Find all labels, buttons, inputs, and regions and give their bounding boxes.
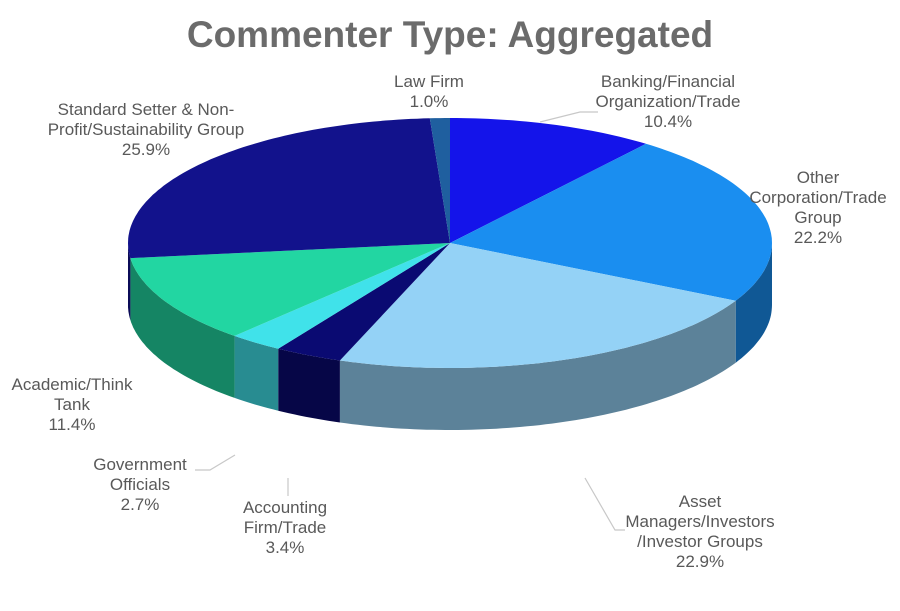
value-label: 22.2% — [793, 228, 843, 247]
value-label: 11.4% — [48, 415, 96, 434]
slice-side — [234, 335, 279, 411]
category-label: Other Corporation/Trade Group — [749, 168, 887, 227]
category-label: Standard Setter & Non- Profit/Sustainabi… — [47, 100, 245, 139]
slice — [128, 118, 450, 259]
slice — [130, 243, 450, 336]
value-label: 22.9% — [675, 552, 725, 571]
category-label: Banking/Financial Organization/Trade — [595, 72, 741, 111]
category-label: Law Firm — [394, 72, 464, 91]
slice-label: Accounting Firm/Trade 3.4% — [175, 498, 395, 558]
slice-side — [339, 300, 736, 430]
slice-label: Standard Setter & Non- Profit/Sustainabi… — [36, 100, 256, 160]
chart-title: Commenter Type: Aggregated — [186, 14, 714, 55]
category-label: Asset Managers/Investors /Investor Group… — [625, 492, 775, 551]
slice-label: Government Officials 2.7% — [30, 455, 250, 515]
leader-line — [584, 477, 625, 531]
slice — [450, 118, 646, 243]
value-label: 25.9% — [121, 140, 171, 159]
slice — [234, 243, 450, 349]
slice-label: Banking/Financial Organization/Trade 10.4… — [558, 72, 778, 132]
slice-side — [735, 243, 772, 363]
value-label: 2.7% — [120, 495, 160, 514]
slice — [339, 243, 736, 368]
slice — [429, 118, 450, 243]
value-label: 10.4% — [643, 112, 693, 131]
slice-label: Asset Managers/Investors /Investor Group… — [590, 492, 810, 572]
slice-label: Other Corporation/Trade Group 22.2% — [708, 168, 900, 248]
leader-line — [539, 111, 598, 123]
leader-lines — [195, 111, 625, 531]
category-label: Government Officials — [93, 455, 187, 494]
slice-label: Law Firm 1.0% — [319, 72, 539, 112]
slice — [450, 143, 772, 301]
slice-side — [130, 258, 235, 398]
slice — [278, 243, 450, 361]
category-label: Accounting Firm/Trade — [242, 498, 328, 537]
slice-side — [128, 243, 131, 321]
slice-side — [278, 348, 340, 423]
leader-line — [195, 454, 236, 471]
value-label: 1.0% — [409, 92, 449, 111]
value-label: 3.4% — [265, 538, 305, 557]
category-label: Academic/Think Tank — [11, 375, 133, 414]
slice-label: Academic/Think Tank 11.4% — [0, 375, 182, 435]
